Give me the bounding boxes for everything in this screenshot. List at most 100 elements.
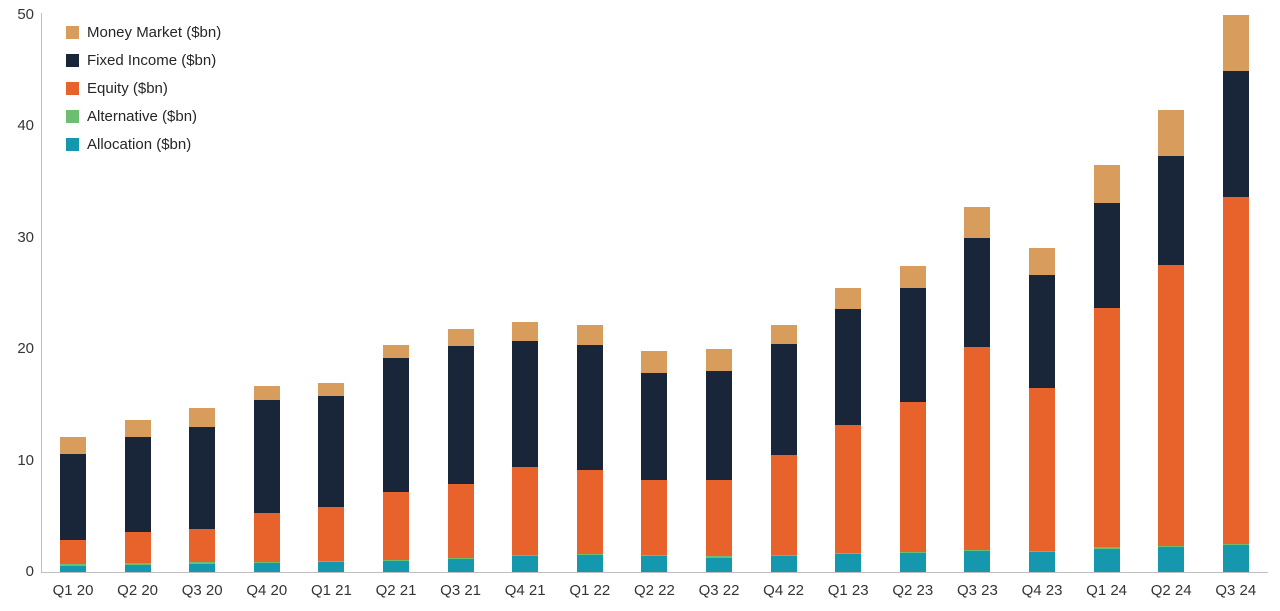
bar-segment-alternative xyxy=(964,549,991,551)
y-axis-line xyxy=(41,13,42,573)
equity-swatch-icon xyxy=(66,81,79,95)
x-axis-tick-label: Q4 22 xyxy=(763,582,805,599)
bar-segment-allocation xyxy=(1222,545,1249,572)
bar-segment-money-market xyxy=(1158,109,1185,157)
x-axis-tick-label: Q3 24 xyxy=(1215,582,1257,599)
bar-segment-allocation xyxy=(124,565,151,572)
bar-segment-money-market xyxy=(383,344,409,359)
bar-segment-alternative xyxy=(447,557,474,559)
x-axis-tick-label: Q3 23 xyxy=(956,582,998,599)
legend-item-allocation: Allocation ($bn) xyxy=(66,130,221,158)
bar-segment-money-market xyxy=(899,265,926,288)
bar-segment-equity xyxy=(318,507,345,561)
bar-segment-allocation xyxy=(576,555,603,572)
bar-segment-equity xyxy=(1029,388,1055,551)
legend-item-fixed-income: Fixed Income ($bn) xyxy=(66,46,221,74)
bar-segment-allocation xyxy=(383,560,409,572)
bar-segment-money-market xyxy=(512,322,539,342)
bar-segment-alternative xyxy=(641,555,668,557)
bar-segment-equity xyxy=(706,479,732,557)
bar-segment-allocation xyxy=(770,556,797,572)
bar-segment-allocation xyxy=(899,553,926,572)
bar-segment-alternative xyxy=(576,554,603,556)
bar-segment-allocation xyxy=(253,563,280,572)
x-axis-tick-label: Q1 20 xyxy=(52,582,94,599)
bar-segment-fixed-income xyxy=(189,427,216,529)
bar-segment-alternative xyxy=(835,553,862,555)
allocation-swatch-icon xyxy=(66,137,79,151)
bar-segment-fixed-income xyxy=(124,437,151,532)
legend-label-equity: Equity ($bn) xyxy=(87,79,168,97)
legend-label-alternative: Alternative ($bn) xyxy=(87,107,198,125)
bar-segment-money-market xyxy=(1029,247,1055,275)
bar-segment-equity xyxy=(253,512,280,562)
bar-segment-money-market xyxy=(576,324,603,345)
legend-item-equity: Equity ($bn) xyxy=(66,74,221,102)
bar-segment-equity xyxy=(770,455,797,556)
bar-segment-alternative xyxy=(189,561,216,565)
bar-segment-money-market xyxy=(835,287,862,310)
x-axis-line xyxy=(41,572,1268,573)
bar-segment-money-market xyxy=(189,408,216,428)
alternative-swatch-icon xyxy=(66,109,79,123)
bar-segment-equity xyxy=(964,346,991,550)
x-axis-tick-label: Q3 22 xyxy=(698,582,740,599)
x-axis-tick-label: Q2 22 xyxy=(633,582,675,599)
bar-segment-fixed-income xyxy=(770,343,797,456)
bar-segment-money-market xyxy=(641,351,668,373)
x-axis-tick-label: Q4 20 xyxy=(246,582,288,599)
bar-segment-alternative xyxy=(1093,547,1120,549)
bar-segment-fixed-income xyxy=(318,395,345,508)
bar-segment-alternative xyxy=(124,563,151,566)
bar-segment-fixed-income xyxy=(641,372,668,480)
bar-segment-allocation xyxy=(1029,551,1055,572)
bar-segment-alternative xyxy=(383,559,409,561)
bar-segment-fixed-income xyxy=(1158,156,1185,265)
y-axis-tick-label: 30 xyxy=(17,228,34,246)
bar-segment-allocation xyxy=(706,557,732,572)
bar-segment-fixed-income xyxy=(512,341,539,468)
x-axis-tick-label: Q2 20 xyxy=(117,582,159,599)
bar-segment-equity xyxy=(1222,196,1249,545)
bar-segment-allocation xyxy=(447,558,474,572)
x-axis-tick-label: Q3 20 xyxy=(181,582,223,599)
bar-segment-equity xyxy=(835,424,862,554)
bar-segment-money-market xyxy=(964,206,991,238)
bar-segment-fixed-income xyxy=(899,287,926,402)
bar-segment-money-market xyxy=(124,420,151,438)
y-axis-tick-label: 40 xyxy=(17,117,34,135)
y-axis-tick-label: 50 xyxy=(17,6,34,23)
bar-segment-equity xyxy=(1158,264,1185,547)
legend-label-fixed-income: Fixed Income ($bn) xyxy=(87,51,217,69)
bar-segment-alternative xyxy=(706,556,732,558)
x-axis-tick-label: Q4 23 xyxy=(1021,582,1063,599)
bar-segment-fixed-income xyxy=(576,344,603,470)
y-axis-tick-label: 10 xyxy=(17,451,34,469)
bar-segment-alternative xyxy=(1158,546,1185,548)
chart-legend: Money Market ($bn) Fixed Income ($bn) Eq… xyxy=(66,18,221,158)
bar-segment-money-market xyxy=(1222,15,1249,71)
x-axis-tick-label: Q1 23 xyxy=(827,582,869,599)
bar-segment-equity xyxy=(576,469,603,555)
legend-label-allocation: Allocation ($bn) xyxy=(87,135,192,153)
bar-segment-alternative xyxy=(770,555,797,557)
legend-item-money-market: Money Market ($bn) xyxy=(66,18,221,46)
x-axis-tick-label: Q2 24 xyxy=(1150,582,1192,599)
bar-segment-money-market xyxy=(318,382,345,396)
bar-segment-equity xyxy=(641,479,668,556)
bar-segment-money-market xyxy=(1093,165,1120,204)
y-axis-tick-label: 0 xyxy=(25,563,34,580)
bar-segment-fixed-income xyxy=(964,237,991,347)
x-axis-tick-label: Q2 21 xyxy=(375,582,417,599)
x-axis-tick-label: Q1 24 xyxy=(1086,582,1128,599)
money-market-swatch-icon xyxy=(66,25,79,39)
bar-segment-alternative xyxy=(60,564,86,567)
bar-segment-equity xyxy=(899,401,926,552)
bar-segment-alternative xyxy=(318,560,345,562)
x-axis-tick-label: Q2 23 xyxy=(892,582,934,599)
bar-segment-alternative xyxy=(1029,550,1055,552)
bar-segment-allocation xyxy=(318,561,345,572)
bar-segment-fixed-income xyxy=(447,345,474,484)
bar-segment-allocation xyxy=(964,550,991,572)
bar-segment-alternative xyxy=(899,551,926,554)
